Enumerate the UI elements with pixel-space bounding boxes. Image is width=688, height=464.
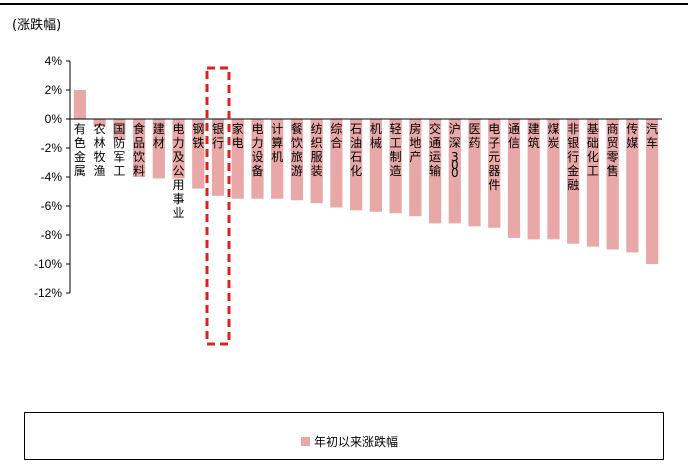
y-tick-label: 4%	[45, 54, 63, 68]
y-tick-label: -4%	[41, 170, 63, 184]
x-tick-label: 建材	[153, 122, 165, 150]
bar	[507, 119, 521, 238]
bar	[547, 119, 560, 240]
x-tick-label: 有色金属	[74, 122, 86, 178]
bar	[389, 119, 402, 214]
x-tick-label: 通信	[508, 122, 520, 150]
x-tick-label: 汽车	[646, 121, 658, 150]
x-tick-label: 建筑	[528, 122, 540, 150]
x-tick-label: 食品饮料	[133, 121, 145, 178]
y-tick-label: 0%	[45, 112, 63, 126]
bar	[93, 119, 106, 127]
bar	[113, 119, 126, 140]
top-rule	[0, 3, 688, 5]
bar	[428, 119, 442, 224]
bar	[350, 119, 363, 211]
x-tick-label: 轻工制造	[390, 122, 402, 178]
bar	[586, 119, 600, 247]
bar	[330, 119, 343, 208]
x-tick-label: 机械	[370, 122, 382, 150]
x-tick-label: 交通运输	[429, 121, 441, 178]
x-tick-label: 沪深 3 0 0	[449, 122, 461, 180]
legend: 年初以来涨跌幅	[24, 412, 664, 460]
x-tick-label: 国防军工	[113, 122, 125, 178]
y-tick-label: -12%	[34, 286, 62, 300]
x-tick-label: 餐饮旅游	[291, 121, 303, 178]
x-tick-label: 传媒	[626, 121, 638, 150]
bar	[626, 119, 639, 253]
legend-swatch	[301, 437, 310, 446]
bar-chart: 4% 2% 0% -2% -4% -6% -8% -10% -12% 有色金属农林牧渔国防军工食品…	[34, 54, 662, 346]
x-tick-label: 房地产	[409, 121, 421, 164]
highlight-box	[205, 66, 231, 346]
bar	[567, 119, 580, 244]
y-tick-label: -8%	[41, 228, 63, 242]
bar	[73, 90, 86, 119]
bar	[192, 119, 205, 189]
y-tick-label: -2%	[41, 141, 63, 155]
bar	[369, 119, 382, 212]
x-tick-label: 农林牧渔	[94, 122, 106, 178]
bar	[271, 119, 284, 199]
bar	[310, 119, 323, 204]
x-tick-label: 电力及公用事业	[173, 122, 185, 220]
y-tick-label: -10%	[34, 257, 62, 271]
bar	[606, 119, 619, 250]
x-tick-label: 基础化工	[587, 122, 599, 178]
x-tick-label: 医药	[469, 122, 481, 150]
bar	[527, 119, 540, 240]
x-tick-label: 银行	[212, 122, 224, 150]
x-tick-label: 家电	[232, 121, 244, 150]
y-tick-label: 2%	[45, 83, 63, 97]
y-unit-label: (涨跌幅)	[12, 18, 62, 33]
x-tick-label: 电力设备	[251, 122, 263, 178]
bar	[132, 119, 146, 177]
bar	[290, 119, 304, 201]
bar	[448, 119, 461, 224]
x-tick-label: 综合	[330, 122, 342, 150]
bar	[211, 119, 225, 196]
x-tick-label: 商贸零售	[607, 121, 619, 178]
bar	[409, 119, 422, 217]
x-tick-label: 石油石化	[350, 122, 362, 178]
legend-entry: 年初以来涨跌幅	[301, 433, 398, 450]
bar	[488, 119, 501, 228]
x-tick-label: 钢铁	[192, 122, 204, 150]
bar	[251, 119, 264, 199]
x-tick-label: 电子元器件	[488, 122, 500, 192]
x-tick-label: 非银行金融	[567, 122, 579, 192]
bar	[646, 119, 659, 264]
bar	[172, 119, 185, 179]
x-tick-label: 纺织服装	[311, 122, 323, 178]
x-tick-label: 煤炭	[547, 122, 559, 150]
bar	[231, 119, 244, 199]
y-tick-label: -6%	[41, 199, 63, 213]
legend-label: 年初以来涨跌幅	[314, 435, 399, 449]
x-tick-label: 计算机	[271, 122, 283, 164]
bar	[152, 119, 165, 179]
bar	[468, 119, 481, 227]
